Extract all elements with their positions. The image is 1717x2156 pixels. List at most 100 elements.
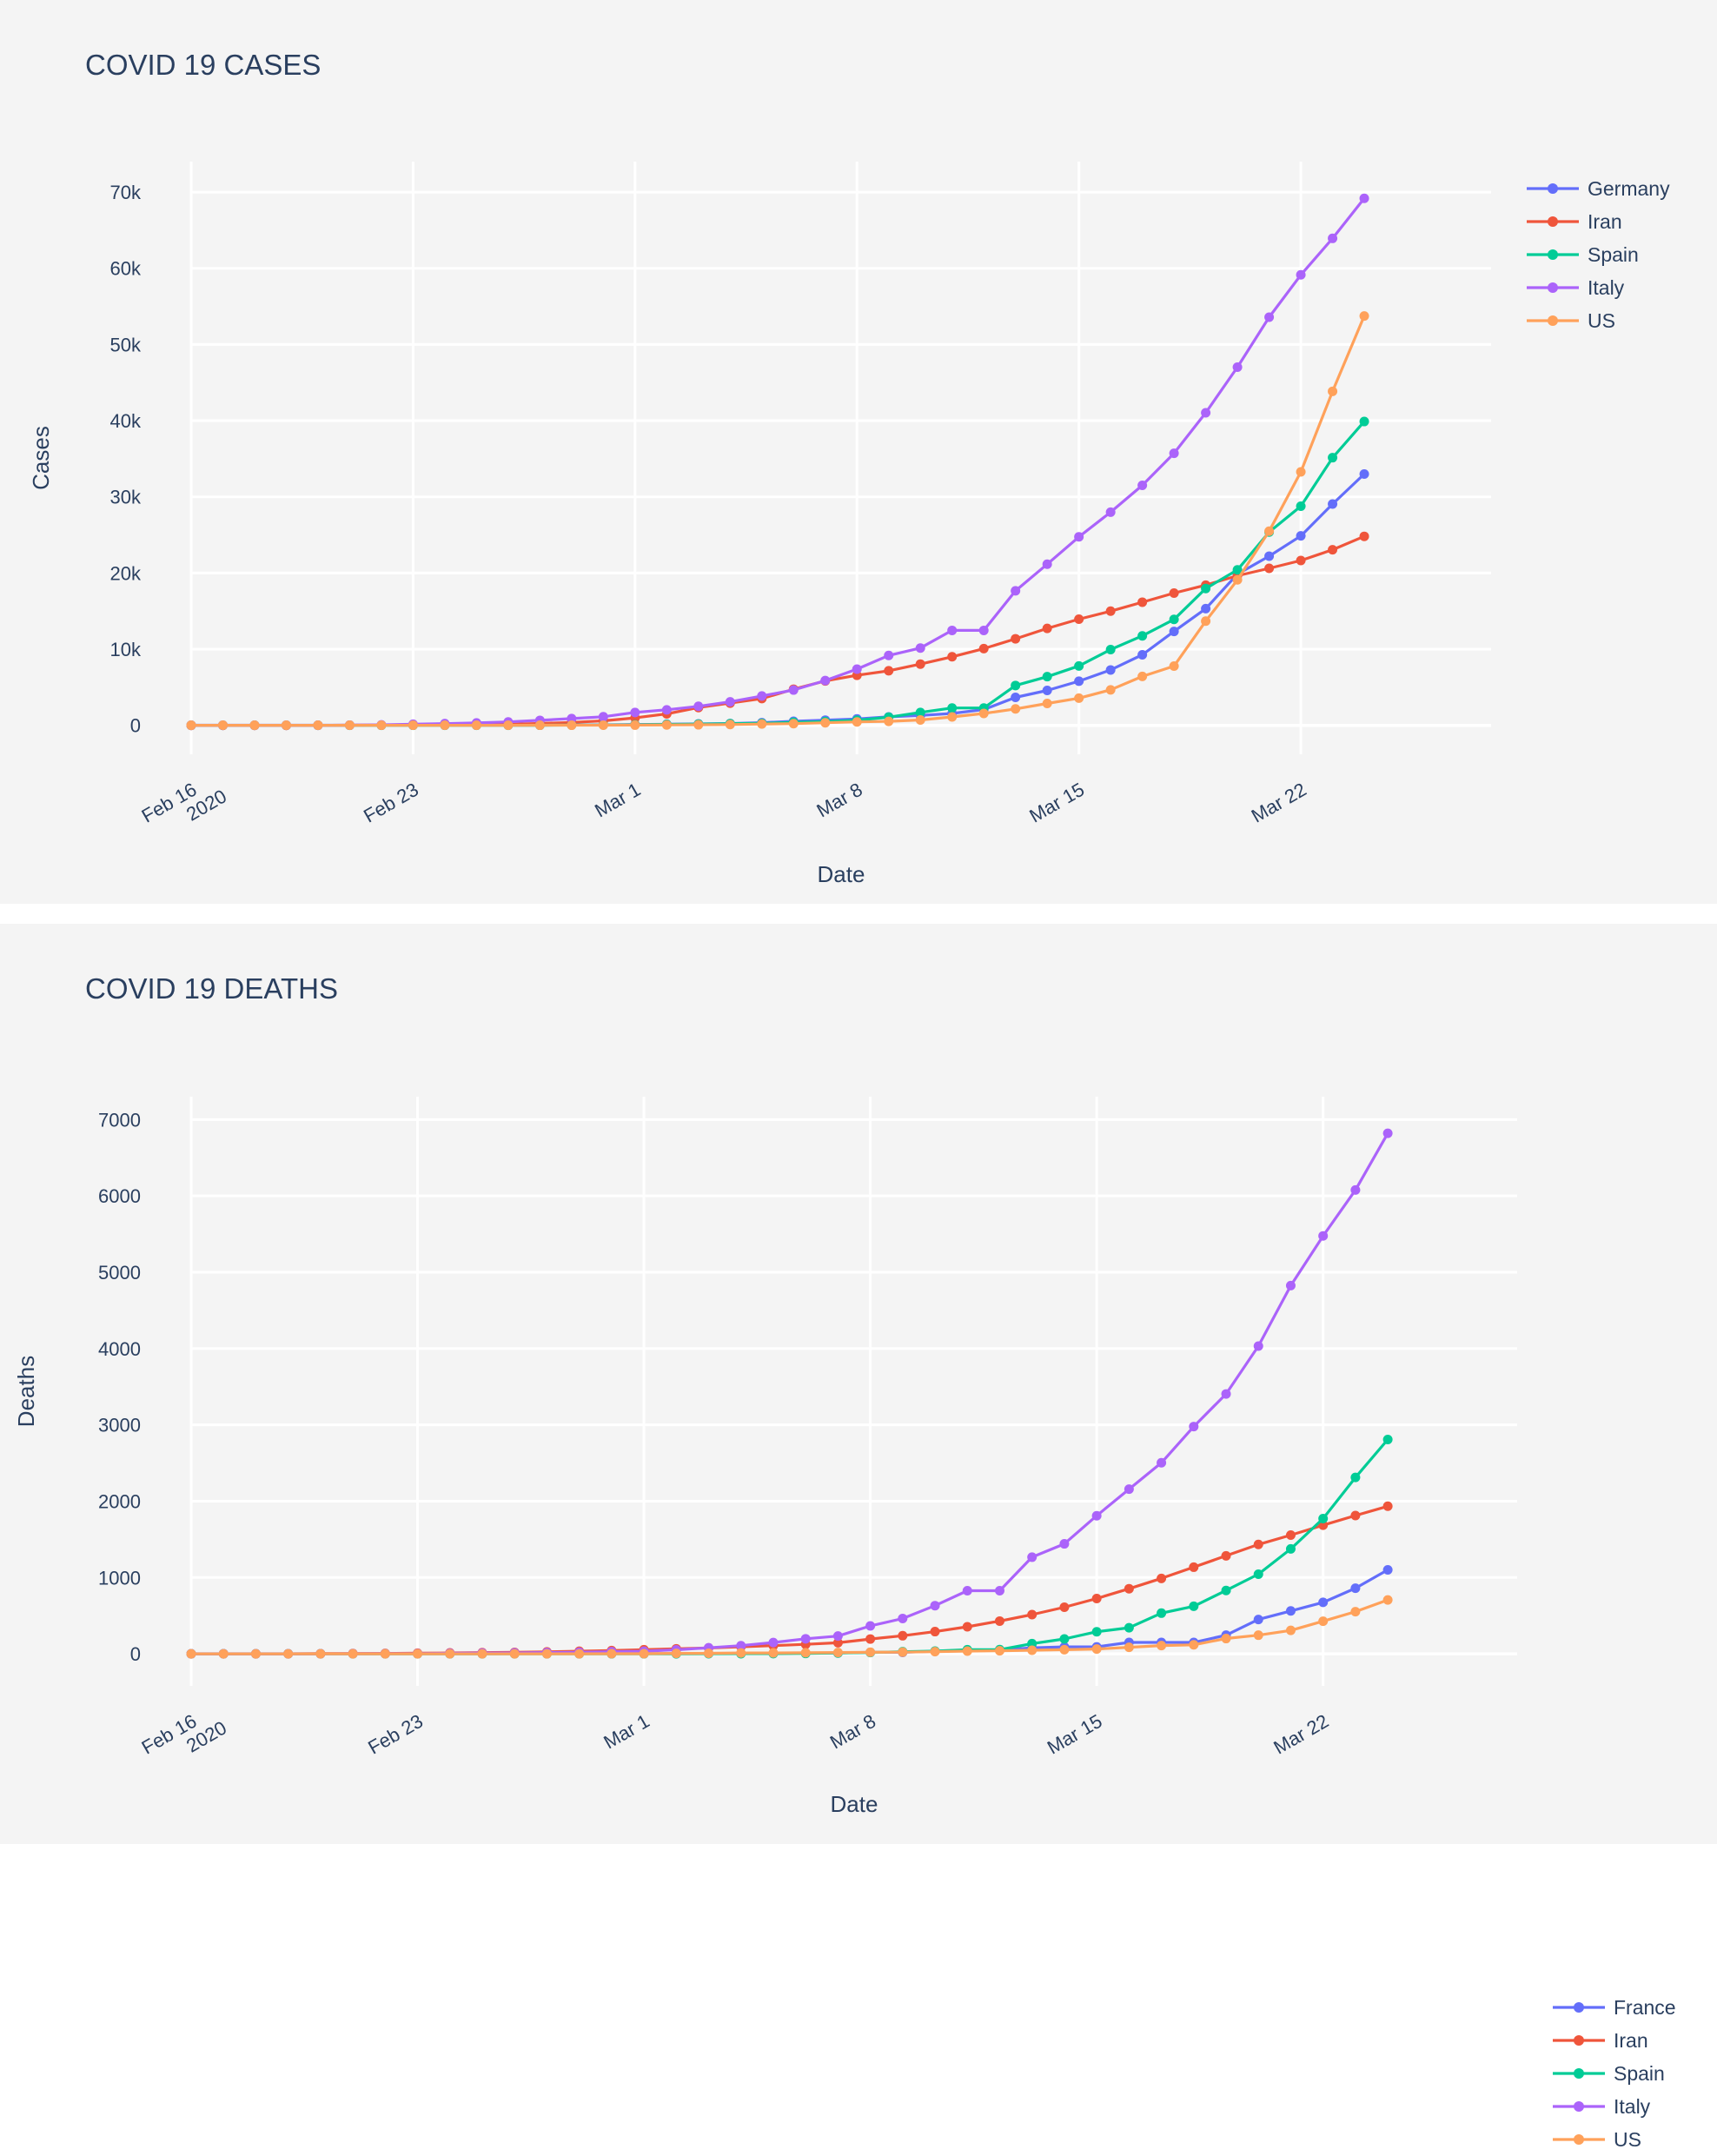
data-point xyxy=(1201,408,1211,418)
data-point xyxy=(1350,1472,1361,1483)
data-point xyxy=(930,1647,940,1657)
x-tick-label: Mar 22 xyxy=(1248,779,1310,827)
y-tick-label: 70k xyxy=(110,182,142,203)
data-point xyxy=(1042,699,1052,709)
data-point xyxy=(788,719,799,729)
data-point xyxy=(1011,634,1021,644)
data-point xyxy=(1169,660,1179,671)
legend-item-spain[interactable]: Spain xyxy=(1527,238,1717,271)
data-point xyxy=(1285,1606,1296,1616)
data-point xyxy=(1253,1341,1263,1351)
data-point xyxy=(1124,1642,1134,1653)
legend-item-iran[interactable]: Iran xyxy=(1553,2024,1717,2057)
chart-title: COVID 19 CASES xyxy=(85,49,322,81)
series-line xyxy=(191,1438,1389,1655)
data-point xyxy=(313,720,323,731)
series-iran xyxy=(186,531,1369,731)
data-point xyxy=(898,1613,908,1623)
data-point xyxy=(509,1649,520,1659)
legend-item-france[interactable]: France xyxy=(1553,1991,1717,2024)
data-point xyxy=(898,1630,908,1641)
series-line xyxy=(191,473,1366,727)
data-point xyxy=(1137,481,1148,491)
legend-item-iran[interactable]: Iran xyxy=(1527,205,1717,238)
data-point xyxy=(1105,665,1116,675)
data-point xyxy=(1074,660,1084,671)
data-point xyxy=(1285,1543,1296,1554)
series-germany xyxy=(186,469,1369,731)
data-point xyxy=(1137,597,1148,607)
data-point xyxy=(1124,1484,1134,1495)
legend-label: Spain xyxy=(1614,2062,1665,2085)
data-point xyxy=(994,1646,1004,1656)
data-point xyxy=(962,1585,972,1595)
data-point xyxy=(380,1649,390,1659)
data-point xyxy=(671,1649,681,1659)
data-point xyxy=(693,701,704,712)
data-point xyxy=(250,1649,261,1659)
y-axis-title: Cases xyxy=(28,426,54,490)
data-point xyxy=(1091,1594,1102,1604)
data-point xyxy=(736,1641,746,1651)
data-point xyxy=(1318,1616,1329,1627)
data-point xyxy=(1027,1609,1037,1620)
legend-item-germany[interactable]: Germany xyxy=(1527,172,1717,205)
data-point xyxy=(607,1649,617,1659)
legend-item-us[interactable]: US xyxy=(1553,2123,1717,2156)
data-point xyxy=(1137,650,1148,660)
data-point xyxy=(1296,501,1306,512)
series-line xyxy=(191,1598,1389,1655)
legend-label: US xyxy=(1614,2128,1641,2151)
x-tick-label-group: Mar 15 xyxy=(1025,779,1088,827)
y-tick-label: 0 xyxy=(130,715,141,737)
data-point xyxy=(1382,1128,1393,1138)
data-point xyxy=(1350,1583,1361,1594)
data-point xyxy=(1382,1435,1393,1445)
data-point xyxy=(1042,685,1052,695)
data-point xyxy=(978,625,989,635)
series-spain xyxy=(186,1435,1393,1659)
series-line xyxy=(191,1504,1389,1655)
data-point xyxy=(1328,386,1338,396)
y-tick-label: 7000 xyxy=(98,1109,141,1131)
data-point xyxy=(503,720,514,731)
data-point xyxy=(1157,1573,1167,1583)
legend-swatch xyxy=(1553,2134,1605,2145)
legend-item-italy[interactable]: Italy xyxy=(1527,271,1717,304)
data-point xyxy=(1189,1562,1199,1572)
data-point xyxy=(1264,563,1275,574)
x-axis-title: Date xyxy=(818,861,865,887)
data-point xyxy=(915,714,925,725)
data-point xyxy=(947,712,958,722)
data-point xyxy=(800,1634,811,1644)
data-point xyxy=(1124,1583,1134,1594)
y-axis-title: Deaths xyxy=(13,1356,39,1427)
data-point xyxy=(1189,1601,1199,1611)
data-point xyxy=(1189,1422,1199,1432)
series-iran xyxy=(186,1501,1393,1659)
gridlines xyxy=(189,162,1491,754)
data-point xyxy=(1253,1615,1263,1625)
data-point xyxy=(820,718,831,728)
legend-item-spain[interactable]: Spain xyxy=(1553,2057,1717,2090)
x-tick-label: Mar 8 xyxy=(826,1710,879,1754)
legend-item-us[interactable]: US xyxy=(1527,304,1717,337)
data-point xyxy=(1382,1595,1393,1605)
data-point xyxy=(1059,1539,1070,1549)
legend-label: Italy xyxy=(1614,2095,1651,2118)
legend-label: Spain xyxy=(1588,243,1639,266)
data-point xyxy=(661,720,672,730)
legend-item-italy[interactable]: Italy xyxy=(1553,2090,1717,2123)
x-tick-label: Mar 1 xyxy=(591,779,644,822)
x-tick-label-group: Feb 23 xyxy=(360,779,422,827)
data-point xyxy=(947,625,958,635)
data-point xyxy=(1027,1552,1037,1562)
data-point xyxy=(541,1649,552,1659)
data-point xyxy=(281,720,291,731)
data-point xyxy=(1328,233,1338,243)
legend-label: Iran xyxy=(1588,210,1622,233)
data-point xyxy=(1359,469,1369,480)
data-point xyxy=(1074,676,1084,687)
y-tick-label: 2000 xyxy=(98,1490,141,1512)
